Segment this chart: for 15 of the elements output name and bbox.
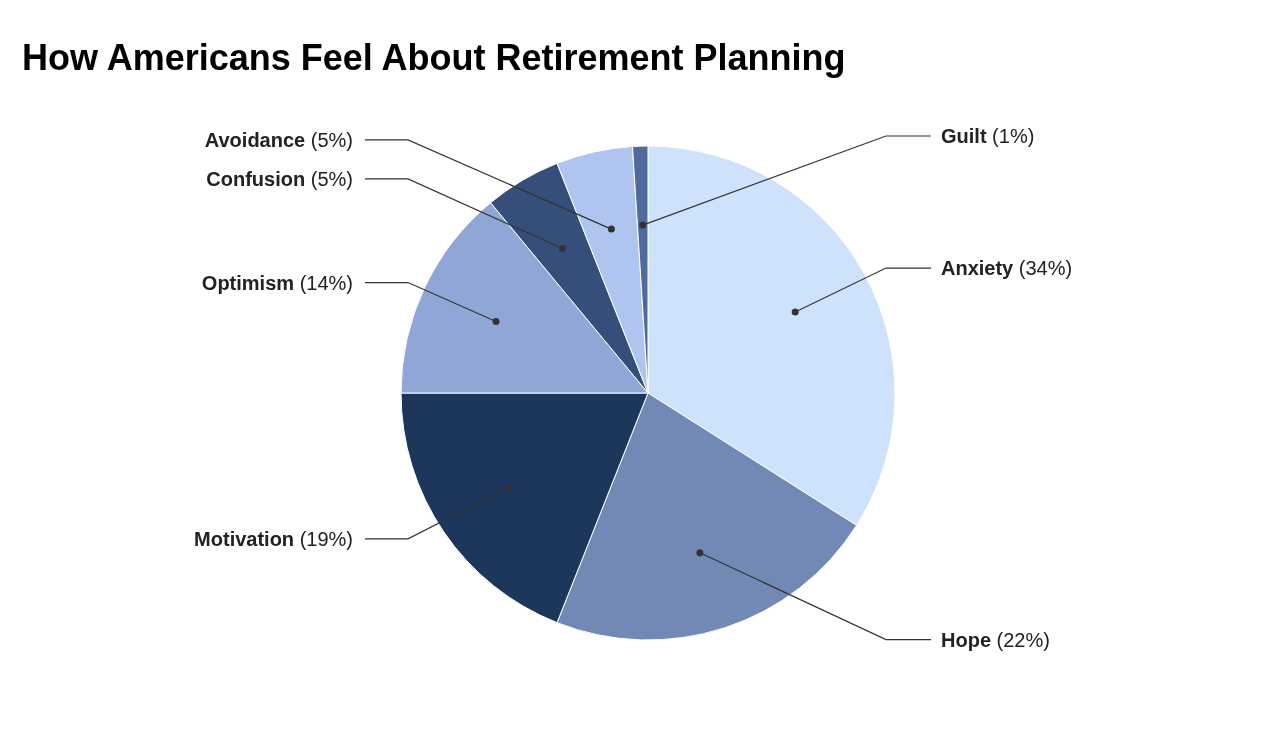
slice-label: Hope bbox=[941, 628, 991, 651]
slice-label: Guilt bbox=[941, 125, 987, 147]
data-label: (14%) bbox=[294, 271, 353, 294]
data-label: (5%) bbox=[305, 128, 353, 151]
chart-title: How Americans Feel About Retirement Planning bbox=[22, 37, 846, 78]
data-label: (34%) bbox=[1013, 257, 1073, 280]
slice-label: Optimism bbox=[201, 271, 295, 294]
slice-label: Confusion bbox=[206, 167, 306, 190]
slice-label: Avoidance bbox=[204, 128, 306, 151]
data-label: (1%) bbox=[986, 125, 1035, 147]
data-label: (22%) bbox=[991, 628, 1050, 651]
data-label: (5%) bbox=[305, 167, 353, 190]
slice-label: Anxiety bbox=[941, 257, 1015, 280]
data-label: (19%) bbox=[294, 527, 353, 550]
slice-label: Motivation bbox=[194, 527, 295, 550]
